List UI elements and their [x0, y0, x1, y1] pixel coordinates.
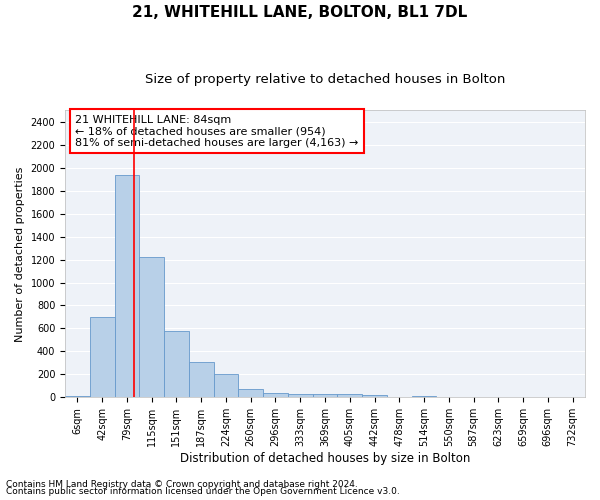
- Bar: [115, 174, 139, 398]
- X-axis label: Distribution of detached houses by size in Bolton: Distribution of detached houses by size …: [180, 452, 470, 465]
- Bar: [214, 374, 238, 398]
- Bar: [362, 395, 387, 398]
- Bar: [412, 396, 436, 398]
- Title: Size of property relative to detached houses in Bolton: Size of property relative to detached ho…: [145, 72, 505, 86]
- Bar: [313, 394, 337, 398]
- Text: 21, WHITEHILL LANE, BOLTON, BL1 7DL: 21, WHITEHILL LANE, BOLTON, BL1 7DL: [133, 5, 467, 20]
- Bar: [189, 362, 214, 398]
- Bar: [387, 397, 412, 398]
- Bar: [65, 396, 90, 398]
- Bar: [90, 317, 115, 398]
- Bar: [288, 394, 313, 398]
- Text: 21 WHITEHILL LANE: 84sqm
← 18% of detached houses are smaller (954)
81% of semi-: 21 WHITEHILL LANE: 84sqm ← 18% of detach…: [76, 114, 359, 148]
- Bar: [337, 394, 362, 398]
- Text: Contains HM Land Registry data © Crown copyright and database right 2024.: Contains HM Land Registry data © Crown c…: [6, 480, 358, 489]
- Y-axis label: Number of detached properties: Number of detached properties: [15, 166, 25, 342]
- Bar: [238, 388, 263, 398]
- Text: Contains public sector information licensed under the Open Government Licence v3: Contains public sector information licen…: [6, 487, 400, 496]
- Bar: [139, 258, 164, 398]
- Bar: [164, 332, 189, 398]
- Bar: [263, 393, 288, 398]
